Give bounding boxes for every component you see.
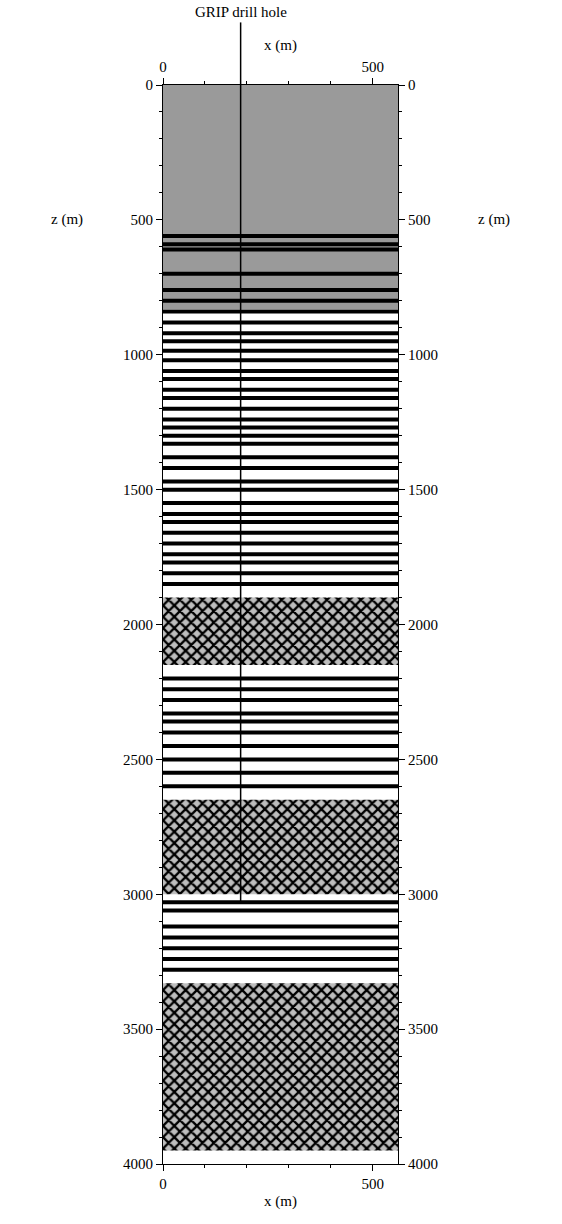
- svg-text:3500: 3500: [408, 1021, 438, 1037]
- svg-text:GRIP drill hole: GRIP drill hole: [195, 4, 287, 20]
- svg-text:3000: 3000: [123, 887, 153, 903]
- svg-text:500: 500: [131, 212, 154, 228]
- svg-text:z (m): z (m): [51, 211, 83, 228]
- svg-text:0: 0: [146, 77, 154, 93]
- svg-text:500: 500: [362, 59, 385, 75]
- svg-text:1500: 1500: [123, 482, 153, 498]
- svg-text:1500: 1500: [408, 482, 438, 498]
- svg-text:x (m): x (m): [264, 1193, 297, 1210]
- svg-text:0: 0: [159, 1176, 167, 1192]
- svg-text:2000: 2000: [408, 617, 438, 633]
- svg-text:0: 0: [159, 59, 167, 75]
- svg-text:3000: 3000: [408, 887, 438, 903]
- svg-text:2000: 2000: [123, 617, 153, 633]
- svg-text:4000: 4000: [123, 1156, 153, 1172]
- svg-text:1000: 1000: [408, 347, 438, 363]
- svg-text:500: 500: [362, 1176, 385, 1192]
- svg-text:4000: 4000: [408, 1156, 438, 1172]
- svg-text:500: 500: [408, 212, 431, 228]
- svg-text:3500: 3500: [123, 1021, 153, 1037]
- svg-text:1000: 1000: [123, 347, 153, 363]
- svg-text:x (m): x (m): [264, 37, 297, 54]
- svg-text:2500: 2500: [408, 752, 438, 768]
- svg-text:z (m): z (m): [478, 211, 510, 228]
- svg-text:0: 0: [408, 77, 416, 93]
- svg-text:2500: 2500: [123, 752, 153, 768]
